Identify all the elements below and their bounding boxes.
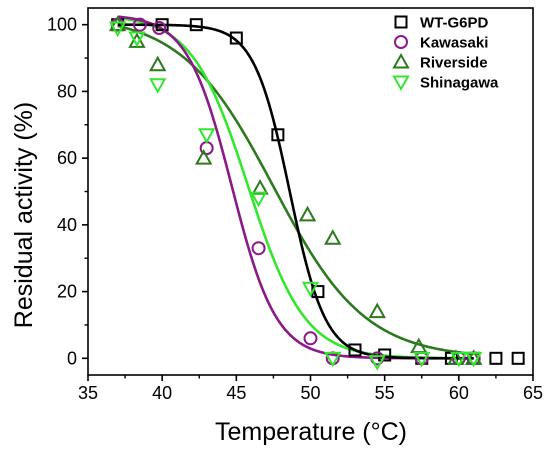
data-point: [447, 349, 465, 365]
data-point: [324, 351, 342, 368]
x-tick-label: 40: [152, 383, 172, 403]
data-point: [197, 128, 216, 144]
data-point: [368, 302, 386, 319]
data-point: [229, 31, 243, 45]
legend-label: Shinagawa: [420, 75, 499, 92]
data-point: [368, 355, 386, 371]
data-point: [189, 18, 203, 32]
fit-curves: [117, 15, 474, 360]
data-point: [249, 191, 268, 208]
data-markers: [108, 15, 525, 371]
y-axis-title: Residual activity (%): [10, 102, 38, 328]
x-axis-title: Temperature (°C): [215, 418, 407, 446]
data-point: [149, 55, 167, 72]
data-point: [450, 351, 468, 368]
data-point: [251, 241, 266, 256]
y-tick-label: 0: [67, 348, 77, 368]
y-tick-label: 20: [57, 282, 77, 302]
legend-marker: [392, 52, 410, 69]
y-tick-label: 60: [57, 148, 77, 168]
data-point: [132, 17, 147, 32]
data-point: [271, 128, 285, 142]
y-tick-label: 100: [47, 15, 77, 35]
axes: 35 40 45 50 55 60 65 0 20 40 60 80 100: [47, 7, 543, 403]
data-point: [149, 78, 167, 94]
legend-label: Riverside: [420, 55, 488, 72]
data-point: [152, 21, 167, 36]
data-point: [128, 31, 146, 48]
y-tick-label: 80: [57, 81, 77, 101]
data-point: [378, 348, 392, 362]
data-point: [301, 281, 320, 298]
y-tick-label: 40: [57, 215, 77, 235]
data-point: [464, 351, 483, 368]
data-point: [108, 15, 127, 32]
legend-label: Kawasaki: [420, 35, 488, 52]
x-tick-label: 50: [300, 383, 320, 403]
data-point: [511, 351, 525, 365]
data-point: [348, 343, 362, 357]
data-point: [108, 21, 127, 38]
data-point: [298, 205, 317, 222]
x-tick-label: 55: [375, 383, 395, 403]
legend-marker: [394, 15, 408, 29]
data-point: [303, 331, 318, 346]
data-point: [155, 18, 169, 32]
fit-curve: [117, 24, 474, 356]
data-point: [413, 351, 431, 368]
x-tick-label: 65: [523, 383, 543, 403]
legend-label: WT-G6PD: [420, 15, 489, 32]
x-tick-label: 35: [78, 383, 98, 403]
x-tick-label: 45: [226, 383, 246, 403]
data-point: [324, 229, 342, 245]
data-point: [489, 351, 503, 365]
legend: WT-G6PD Kawasaki Riverside Shinagawa: [392, 15, 499, 92]
fit-curve: [117, 23, 474, 360]
data-point: [194, 149, 213, 165]
legend-marker: [394, 35, 408, 49]
x-tick-label: 60: [449, 383, 469, 403]
legend-marker: [392, 75, 410, 92]
